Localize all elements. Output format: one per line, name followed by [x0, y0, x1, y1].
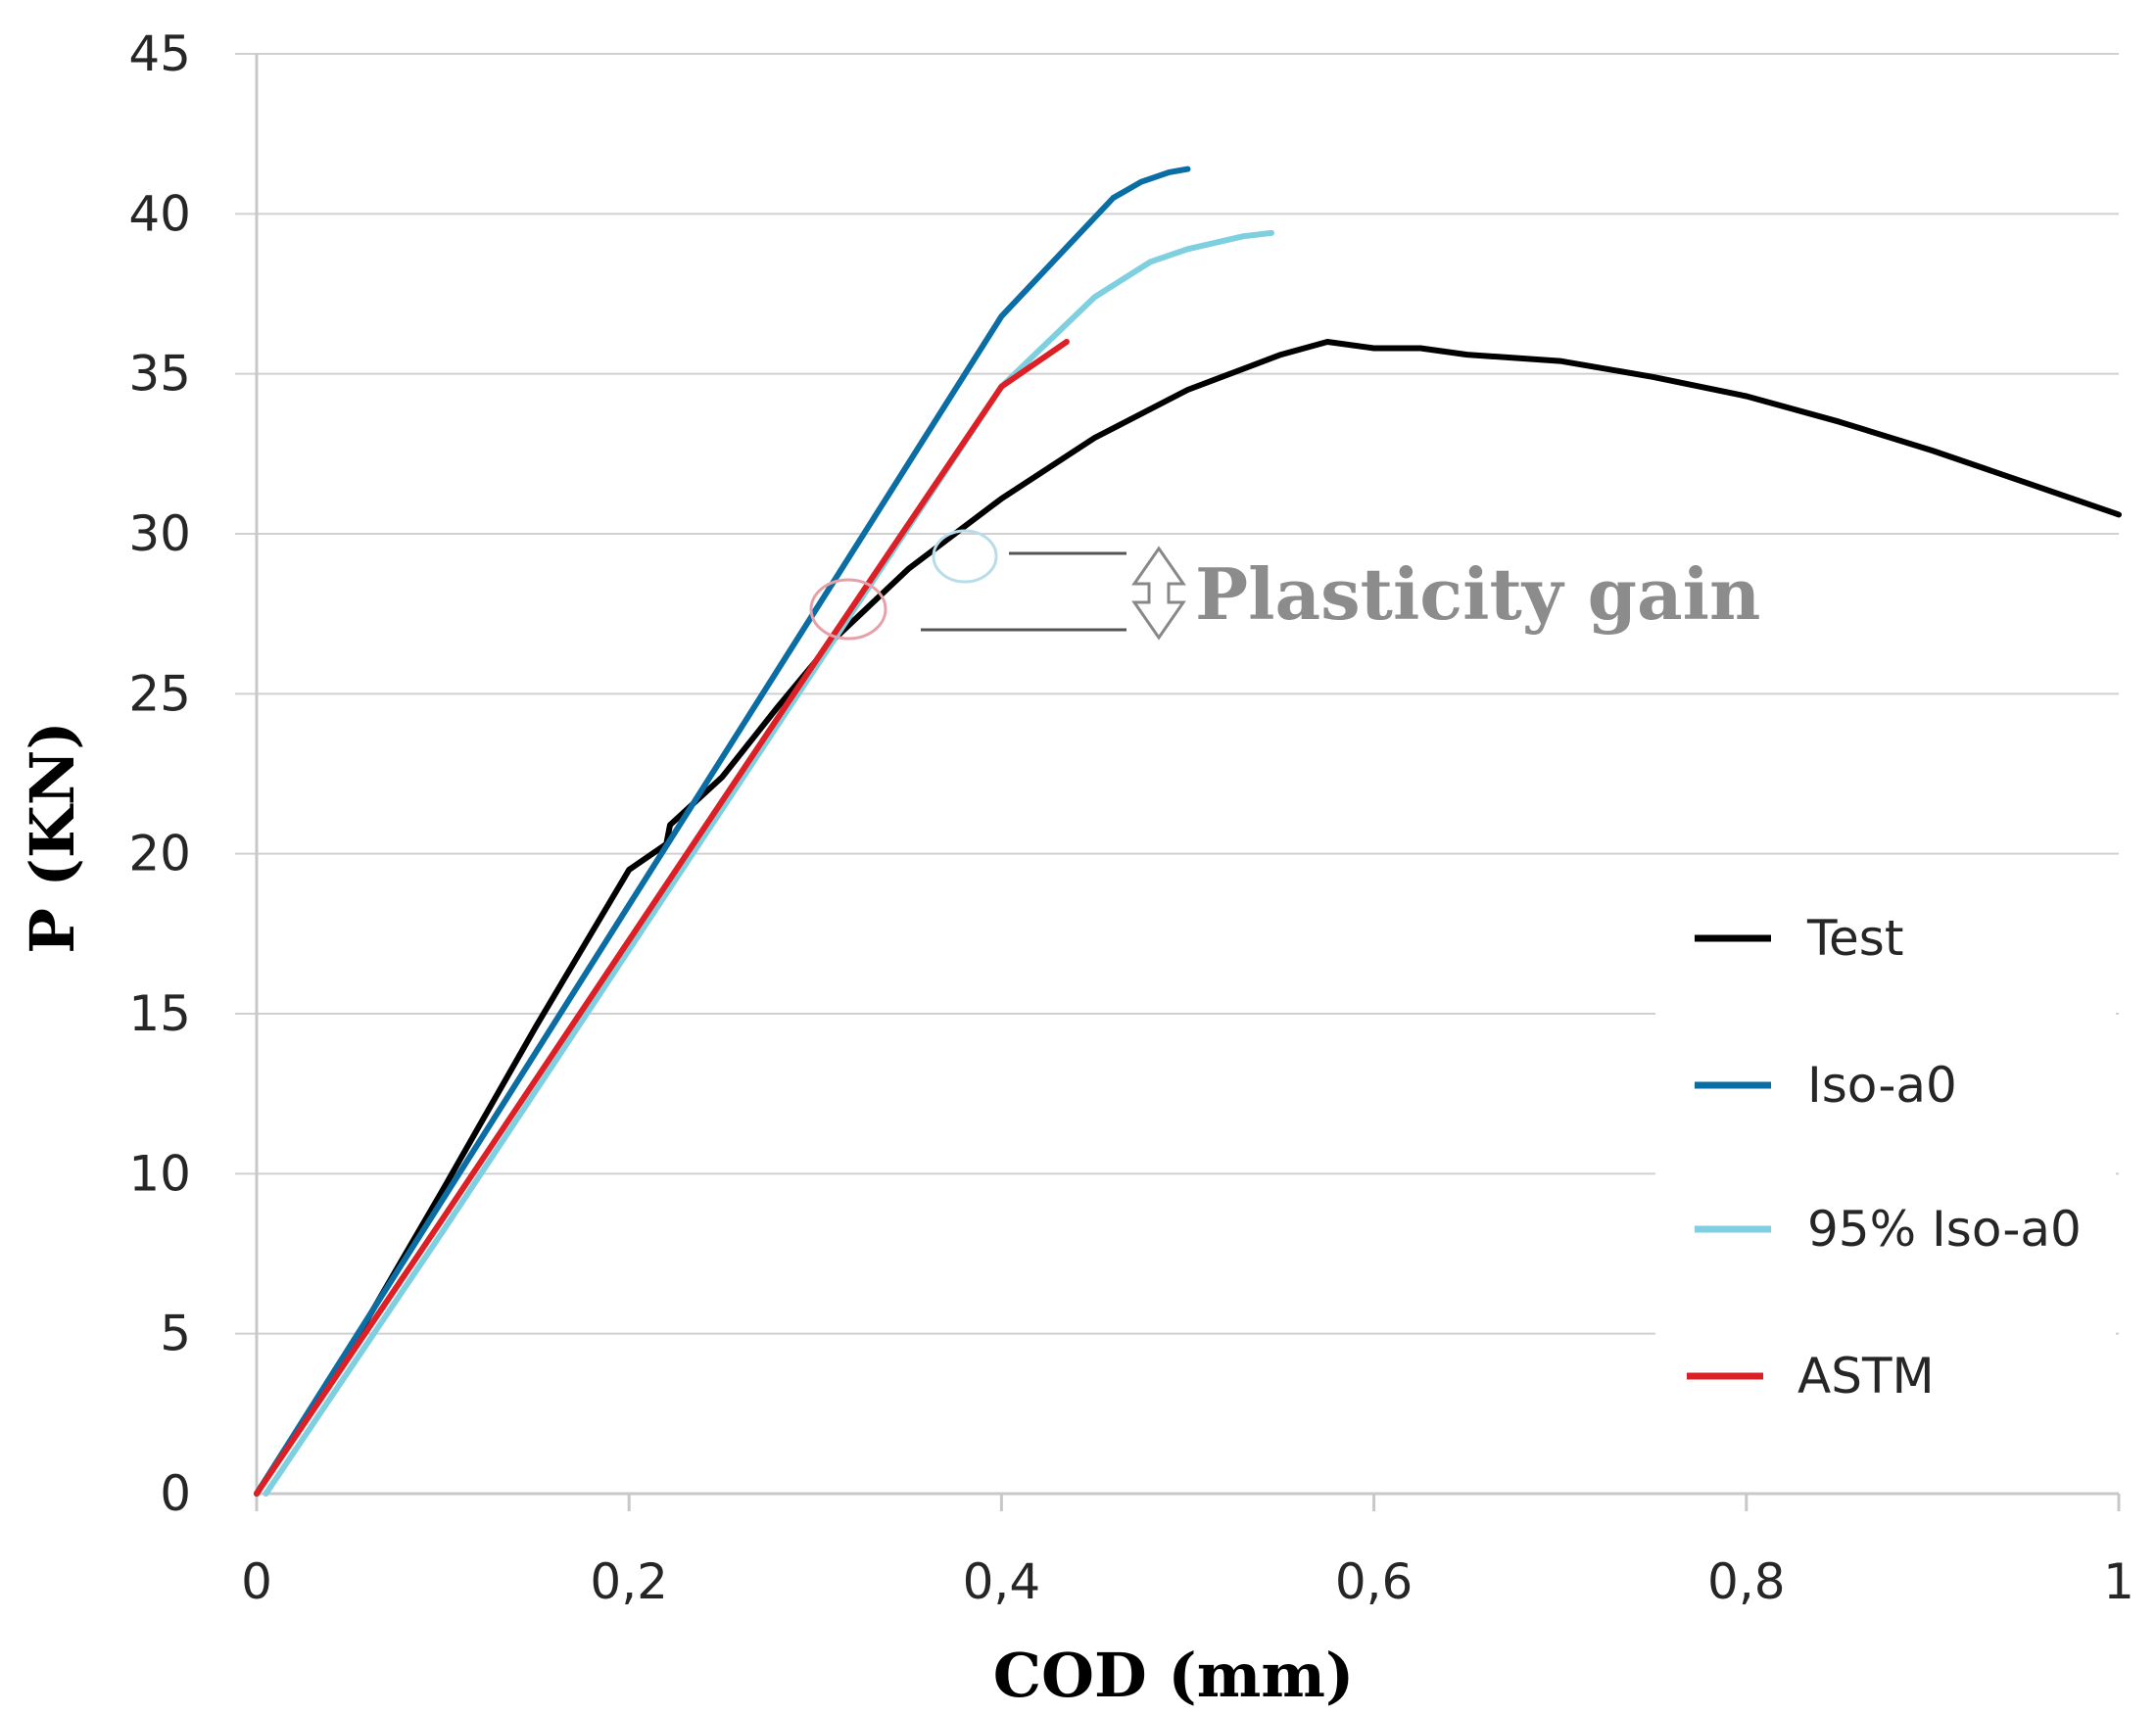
- y-axis-title: P (KN): [17, 721, 88, 953]
- x-tick-labels: 0 0,2 0,4 0,6 0,8 1: [241, 1494, 2134, 1610]
- y-tick-label: 30: [128, 505, 191, 562]
- legend: Test Iso-a0 95% Iso-a0 ASTM: [1655, 891, 2116, 1405]
- annotation-marker-red: [809, 578, 887, 641]
- grid: [235, 53, 2119, 1335]
- series-line-astm: [254, 339, 1070, 1497]
- x-tick-label: 0,6: [1335, 1553, 1413, 1610]
- legend-label: Iso-a0: [1807, 1057, 1957, 1114]
- y-tick-label: 0: [160, 1465, 191, 1522]
- annotation-text: Plasticity gain: [1195, 552, 1760, 636]
- series-line-iso-a0: [254, 166, 1191, 1497]
- legend-label: 95% Iso-a0: [1807, 1201, 2082, 1258]
- x-tick-label: 0: [241, 1553, 272, 1610]
- legend-background: [1655, 891, 2116, 1401]
- plasticity-annotation: Plasticity gain: [809, 529, 1760, 641]
- y-tick-label: 5: [160, 1306, 191, 1362]
- series-line-test: [254, 339, 2122, 1497]
- axes: [255, 54, 2119, 1496]
- y-tick-label: 10: [128, 1145, 191, 1202]
- annotation-marker-blue: [932, 529, 998, 584]
- double-arrow-icon: [1131, 546, 1186, 641]
- series-line-95-iso-a0: [263, 229, 1274, 1497]
- y-tick-label: 35: [128, 346, 191, 403]
- y-tick-label: 45: [128, 25, 191, 82]
- legend-label: ASTM: [1797, 1348, 1935, 1405]
- y-tick-label: 25: [128, 665, 191, 722]
- x-tick-label: 0,4: [963, 1553, 1041, 1610]
- legend-label: Test: [1806, 910, 1903, 967]
- y-tick-labels: 0 5 10 15 20 25 30 35 40 45: [128, 25, 191, 1522]
- y-tick-label: 15: [128, 985, 191, 1042]
- y-tick-label: 40: [128, 185, 191, 242]
- x-tick-label: 0,8: [1707, 1553, 1786, 1610]
- y-tick-label: 20: [128, 826, 191, 882]
- x-tick-label: 0,2: [590, 1553, 668, 1610]
- x-tick-label: 1: [2103, 1553, 2134, 1610]
- x-axis-title: COD (mm): [993, 1640, 1355, 1711]
- series-lines: [254, 166, 2122, 1497]
